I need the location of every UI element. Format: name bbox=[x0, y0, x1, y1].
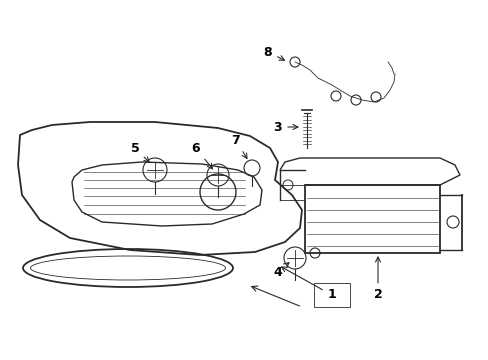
Text: 7: 7 bbox=[231, 134, 246, 158]
Text: 3: 3 bbox=[273, 121, 297, 134]
Text: 1: 1 bbox=[281, 267, 336, 302]
Text: 6: 6 bbox=[191, 141, 212, 169]
Text: 2: 2 bbox=[373, 257, 382, 302]
Text: 5: 5 bbox=[130, 141, 149, 162]
Bar bbox=[305, 185, 439, 253]
Text: 4: 4 bbox=[273, 262, 288, 279]
Text: 8: 8 bbox=[263, 45, 284, 60]
Bar bbox=[313, 283, 349, 307]
